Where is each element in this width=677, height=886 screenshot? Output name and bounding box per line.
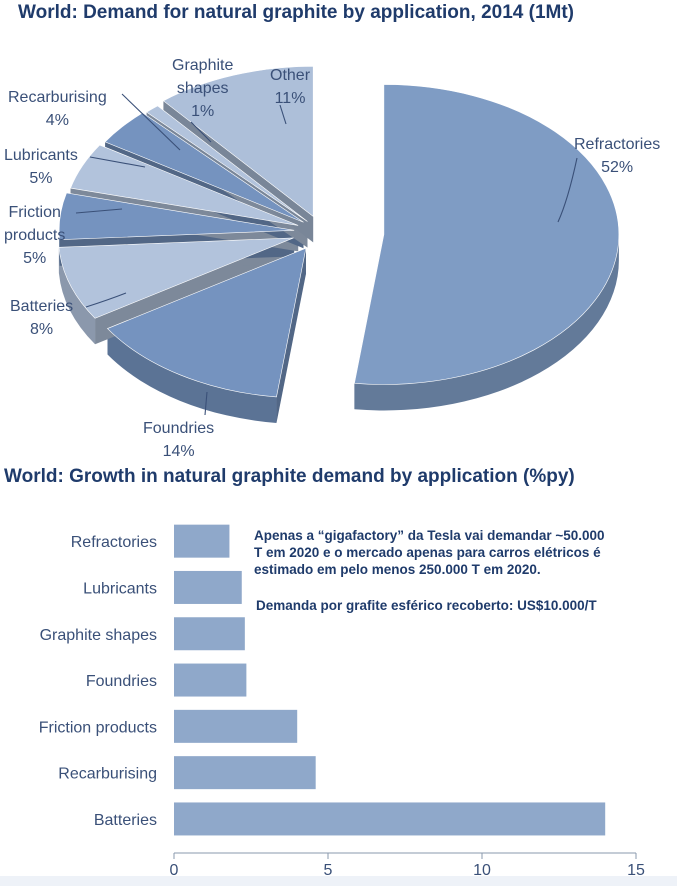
bar-lubricants — [174, 570, 242, 604]
pie-slice-recarburising — [104, 112, 304, 223]
pie-chart-title: World: Demand for natural graphite by ap… — [18, 2, 575, 23]
bar-foundries — [174, 663, 247, 697]
bar-category-label-refractories: Refractories — [71, 534, 157, 551]
pie-slice-foundries — [106, 247, 307, 398]
bottom-strip — [0, 876, 677, 886]
pie-label-lubricants: Lubricants 5% — [4, 147, 78, 187]
bar-category-label-batteries: Batteries — [94, 812, 157, 829]
pie-label-other: Other 11% — [270, 67, 311, 107]
pie-chart — [58, 66, 620, 423]
leader-graphite-shapes — [190, 121, 212, 143]
bar-chart-title: World: Growth in natural graphite demand… — [4, 466, 575, 487]
leader-friction — [75, 208, 123, 214]
bar-recarburising — [174, 756, 316, 790]
pie-label-graphite-shapes: Graphite shapes 1% — [172, 57, 234, 120]
leader-other — [279, 104, 287, 125]
x-tick-label-0: 0 — [170, 862, 179, 878]
pie-slice-friction-products — [58, 192, 295, 241]
bar-chart-panel: Refractories Lubricants Graphite shapes Fou… — [0, 500, 677, 878]
leader-lubricants — [89, 156, 146, 168]
x-tick-label-15: 15 — [627, 862, 645, 878]
x-tick-label-10: 10 — [473, 862, 491, 878]
bar-batteries — [174, 802, 606, 836]
pie-slice-other — [162, 66, 314, 217]
pie-label-recarburising: Recarburising 4% — [8, 89, 107, 129]
pie-label-foundries: Foundries 14% — [143, 420, 215, 460]
bar-category-label-graphite-shapes: Graphite shapes — [40, 627, 157, 644]
bar-refractories — [174, 524, 230, 558]
pie-label-batteries: Batteries 8% — [10, 298, 74, 338]
annotation-tesla: Apenas a “gigafactory” da Tesla vai dema… — [254, 528, 605, 577]
bar-category-label-foundries: Foundries — [86, 673, 157, 690]
bar-category-label-recarburising: Recarburising — [58, 766, 157, 783]
x-tick-label-5: 5 — [324, 862, 333, 878]
pie-slice-refractories — [354, 84, 620, 385]
bar-chart: Refractories Lubricants Graphite shapes Fou… — [39, 524, 645, 878]
pie-slice-lubricants — [70, 144, 299, 226]
bar-category-label-lubricants: Lubricants — [83, 580, 157, 597]
pie-label-friction-products: Friction products 5% — [4, 204, 66, 267]
bar-friction-products — [174, 709, 298, 743]
leader-refractories — [557, 157, 578, 223]
leader-foundries — [204, 391, 208, 416]
pie-slice-graphite-shapes — [146, 105, 308, 222]
annotation-coated-graphite: Demanda por grafite esférico recoberto: … — [256, 598, 597, 613]
pie-slice-batteries — [58, 237, 294, 319]
pie-label-refractories: Refractories 52% — [574, 136, 661, 176]
leader-recarburising — [121, 93, 181, 151]
bar-category-label-friction-products: Friction products — [39, 719, 157, 736]
bar-graphite-shapes — [174, 617, 245, 651]
leader-batteries — [85, 292, 127, 308]
